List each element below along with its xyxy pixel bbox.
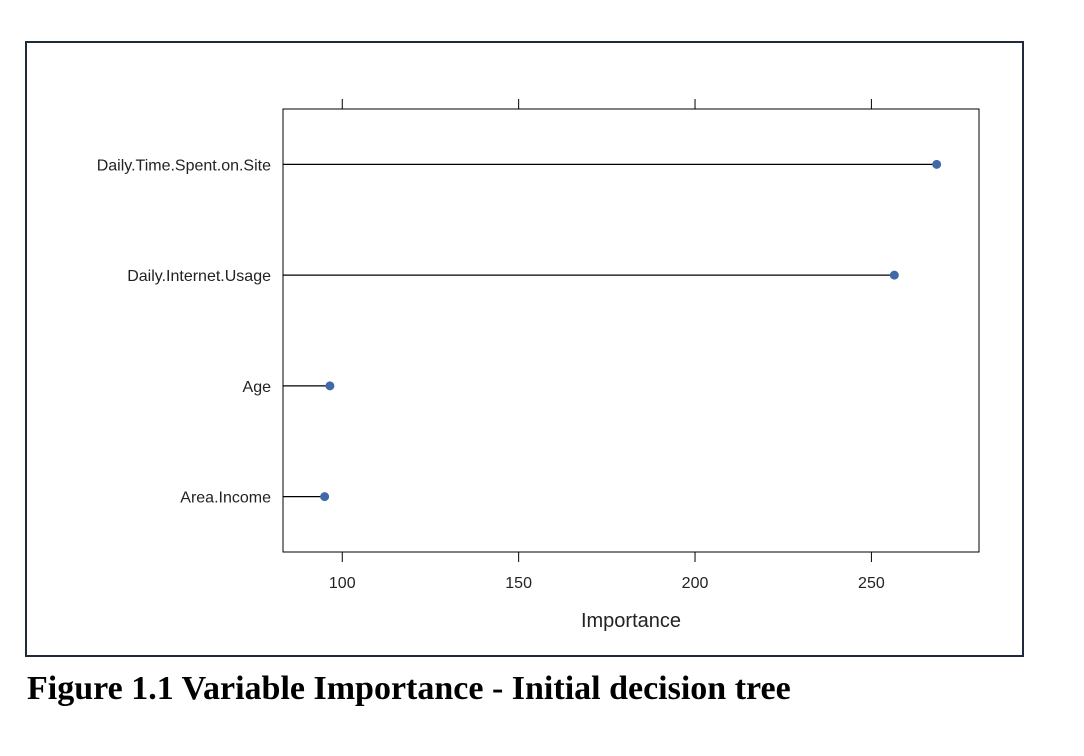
- y-category-label-2: Age: [243, 379, 272, 396]
- data-point-0: [932, 159, 942, 169]
- data-point-1: [889, 270, 899, 280]
- x-tick-label-1: 150: [505, 575, 532, 592]
- figure-caption: Figure 1.1 Variable Importance - Initial…: [27, 670, 791, 707]
- y-category-label-0: Daily.Time.Spent.on.Site: [97, 157, 271, 174]
- x-axis-title: Importance: [581, 610, 681, 632]
- top-axis-ticks: [341, 99, 872, 109]
- x-tick-labels: 100 150 200 250: [329, 575, 885, 592]
- x-tick-label-3: 250: [858, 575, 885, 592]
- variable-importance-chart: 100 150 200 250 Daily.Time.Spent.on.SiteDai…: [97, 99, 980, 632]
- x-tick-label-2: 200: [682, 575, 709, 592]
- data-point-2: [325, 381, 335, 391]
- x-tick-label-0: 100: [329, 575, 356, 592]
- figure-frame: 100 150 200 250 Daily.Time.Spent.on.Site Dai…: [25, 41, 1024, 657]
- plot-area: [282, 108, 980, 553]
- y-category-label-3: Area.Income: [180, 490, 271, 507]
- data-point-3: [320, 492, 330, 502]
- bottom-axis-ticks: [341, 552, 872, 562]
- data-rows: Daily.Time.Spent.on.Site Daily.Internet.U…: [97, 157, 942, 507]
- y-category-label-1: Daily.Internet.Usage: [127, 268, 271, 285]
